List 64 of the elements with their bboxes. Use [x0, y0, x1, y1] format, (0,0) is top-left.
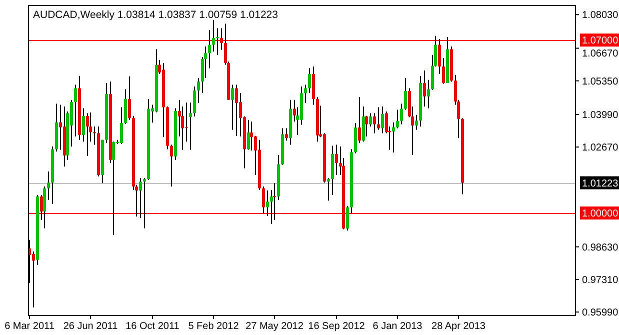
y-tick-label: 0.98630 [582, 242, 619, 254]
candlestick [247, 119, 250, 150]
x-tick-label: 27 May 2012 [246, 321, 304, 332]
candlestick [208, 29, 211, 69]
x-tick-label: 5 Feb 2012 [188, 321, 240, 332]
x-tick-label: 26 Jun 2011 [63, 321, 118, 332]
x-tick-label: 6 Jan 2013 [372, 321, 423, 332]
candlestick [120, 106, 123, 144]
ref-line-label: 1.07000 [582, 36, 619, 47]
candlestick [250, 121, 253, 151]
candlestick [392, 122, 395, 153]
candlestick [189, 102, 192, 150]
candlestick [231, 84, 234, 130]
candlestick [377, 106, 380, 130]
candlestick [82, 108, 85, 142]
candlestick [128, 76, 131, 120]
candlestick [86, 112, 89, 156]
candlestick [396, 109, 399, 129]
candlestick [193, 86, 196, 117]
x-tick-label: 28 Apr 2013 [432, 321, 486, 332]
candlestick [143, 178, 146, 229]
y-tick-label: 0.97310 [582, 274, 619, 286]
candlestick [308, 68, 311, 94]
y-tick-label: 0.95990 [582, 308, 619, 319]
candlestick [74, 84, 77, 137]
candlestick [369, 112, 372, 128]
candlestick [373, 112, 376, 134]
candlestick [266, 190, 269, 216]
y-tick-label: 1.08030 [582, 10, 619, 22]
candlestick [43, 186, 46, 229]
candlestick [285, 128, 288, 142]
candlestick [139, 178, 142, 219]
candlestick [381, 106, 384, 134]
candlestick [327, 178, 330, 202]
candlestick [427, 79, 430, 109]
x-tick-label: 16 Sep 2012 [308, 321, 366, 332]
candlestick [423, 70, 426, 108]
candlestick [197, 78, 200, 104]
candlestick [404, 78, 407, 110]
candlestick [170, 144, 173, 188]
candlestick [47, 170, 50, 200]
candlestick [358, 96, 361, 144]
candlestick [365, 115, 368, 137]
candlestick [32, 251, 35, 308]
candlestick [346, 205, 349, 232]
ref-line-label: 1.00000 [582, 208, 619, 220]
y-tick-label: 1.03990 [582, 110, 619, 121]
chart-title: AUDCAD,Weekly 1.03814 1.03837 1.00759 1.01223 [33, 9, 278, 21]
candlestick [216, 28, 219, 56]
candlestick [415, 114, 418, 130]
candlestick [442, 58, 445, 84]
y-tick-label: 1.05350 [582, 76, 619, 88]
y-tick-label: 1.02670 [582, 142, 619, 154]
candlestick [93, 126, 96, 146]
candlestick [335, 144, 338, 176]
x-tick-label: 16 Oct 2011 [126, 321, 180, 332]
candlestick [235, 84, 238, 136]
candlestick [400, 103, 403, 125]
y-tick-label: 1.06670 [582, 48, 619, 60]
ref-line-label: 1.01223 [582, 178, 619, 190]
candlestick [304, 84, 307, 104]
candlestick [112, 141, 115, 236]
x-tick-label: 6 Mar 2011 [4, 321, 55, 332]
candlestick [212, 19, 215, 52]
